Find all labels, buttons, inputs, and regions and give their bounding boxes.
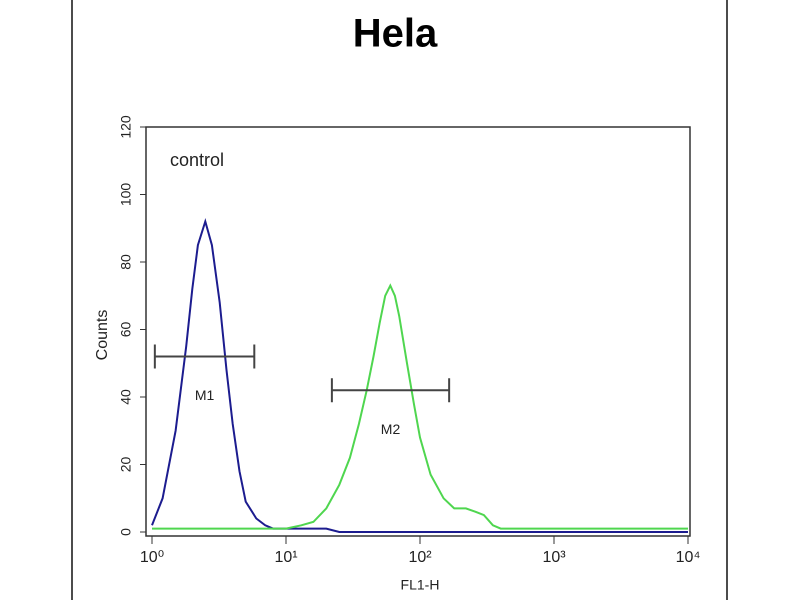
- series-line: [152, 283, 688, 530]
- y-tick-label: 20: [118, 457, 134, 473]
- gate-label: M1: [195, 387, 215, 403]
- y-tick-label: 60: [118, 322, 134, 338]
- y-tick-label: 80: [118, 254, 134, 270]
- annotation: control: [170, 150, 224, 170]
- chart-title: Hela: [353, 12, 438, 56]
- x-tick-label: 10¹: [274, 549, 297, 566]
- frame: [71, 0, 728, 600]
- x-tick-label: 10⁴: [676, 549, 701, 566]
- y-tick-label: 120: [118, 115, 134, 139]
- y-tick-label: 100: [118, 183, 134, 207]
- x-tick-label: 10³: [542, 549, 566, 566]
- plot-area: [145, 126, 691, 537]
- x-axis-label: FL1-H: [401, 577, 440, 593]
- series-line: [151, 217, 688, 533]
- gate-label: M2: [381, 421, 401, 437]
- y-tick-label: 40: [118, 389, 134, 405]
- y-tick-label: 0: [118, 528, 134, 536]
- x-tick-label: 10⁰: [140, 549, 164, 566]
- x-tick-label: 10²: [408, 549, 432, 566]
- y-axis-label: Counts: [94, 310, 111, 361]
